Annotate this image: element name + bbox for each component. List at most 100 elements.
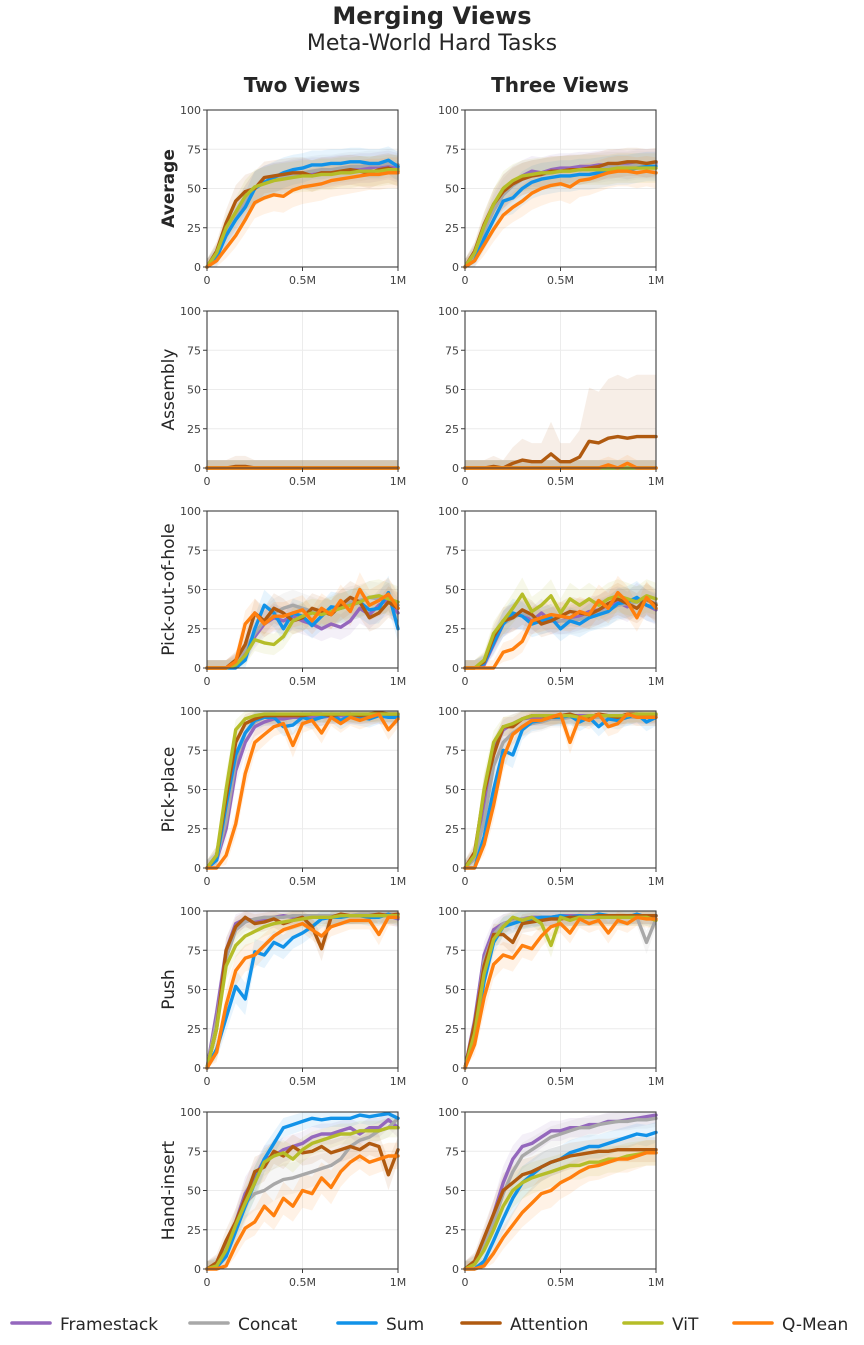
tick-label-y: 50 [187,784,201,797]
band-vit [207,460,398,468]
tick-label-x: 0 [462,1075,469,1088]
tick-label-x: 0.5M [547,1276,574,1289]
tick-label-y: 50 [187,1185,201,1198]
tick-label-y: 75 [445,344,459,357]
tick-label-y: 0 [452,662,459,675]
tick-label-x: 1M [648,1075,665,1088]
tick-label-y: 25 [187,1023,201,1036]
series-line-vit [205,1125,400,1271]
tick-label-y: 75 [445,944,459,957]
band-q-mean [207,1142,398,1269]
tick-label-y: 0 [194,462,201,475]
column-title-two-views: Two Views [244,73,361,97]
tick-label-y: 75 [445,143,459,156]
band-q-mean [207,157,398,267]
legend-item-concat: Concat [188,1315,298,1335]
tick-label-y: 50 [445,984,459,997]
tick-label-y: 100 [438,104,459,117]
tick-label-y: 0 [452,1263,459,1276]
tick-label-x: 1M [390,1276,407,1289]
band-attention [465,374,656,468]
series-line-sum [205,158,400,269]
panel-grid: 0 25 50 75 100 0 0.5M 1M Average 0 25 50 75 100 0 0.5M 1… [159,104,664,1289]
legend-item-vit: ViT [622,1315,699,1335]
legend-item-sum: Sum [336,1315,424,1335]
legend-label: Concat [238,1315,298,1335]
band-sum [465,711,656,868]
tick-label-y: 75 [187,544,201,557]
band-sum [207,146,398,267]
band-vit [465,1140,656,1269]
tick-label-y: 25 [445,1023,459,1036]
tick-label-x: 0 [204,274,211,287]
tick-label-x: 0.5M [547,274,574,287]
tick-label-x: 0.5M [289,675,316,688]
tick-label-y: 75 [445,744,459,757]
tick-label-y: 0 [194,1062,201,1075]
band-q-mean [207,711,398,868]
band-attention [207,153,398,267]
panel-push-two-views: 0 25 50 75 100 0 0.5M 1M Push [159,905,406,1088]
row-label-assembly: Assembly [159,349,179,431]
panel-average-three-views: 0 25 50 75 100 0 0.5M 1M [438,104,664,287]
series-line-concat [463,1116,658,1271]
panel-hand-insert-two-views: 0 25 50 75 100 0 0.5M 1M Hand-insert [159,1106,406,1289]
tick-label-y: 0 [194,862,201,875]
series-line-sum [205,1111,400,1271]
tick-label-x: 1M [648,1276,665,1289]
tick-label-x: 1M [390,675,407,688]
tick-label-y: 25 [445,1224,459,1237]
series-line-q-mean [205,712,400,870]
tick-label-x: 1M [390,475,407,488]
band-sum [465,1122,656,1269]
band-concat [207,460,398,468]
figure-title: Merging Views [332,2,531,30]
band-attention [465,147,656,267]
panel-pick-place-three-views: 0 25 50 75 100 0 0.5M 1M [438,705,664,888]
tick-label-x: 0 [204,675,211,688]
band-framestack [207,150,398,267]
legend-label: Framestack [60,1315,158,1335]
legend: Framestack Concat Sum Attention ViT Q-Mean [10,1315,848,1335]
band-vit [207,154,398,267]
legend-label: Attention [510,1315,588,1335]
panel-assembly-two-views: 0 25 50 75 100 0 0.5M 1M Assembly [159,305,406,488]
band-q-mean [465,911,656,1068]
tick-label-y: 100 [438,705,459,718]
panel-hand-insert-three-views: 0 25 50 75 100 0 0.5M 1M [438,1106,664,1289]
tick-label-y: 50 [445,584,459,597]
tick-label-y: 25 [187,1224,201,1237]
row-label-push: Push [159,969,179,1009]
legend-item-q-mean: Q-Mean [732,1315,848,1335]
band-framestack [465,1112,656,1269]
band-q-mean [465,156,656,267]
tick-label-y: 25 [445,222,459,235]
tick-label-x: 0 [462,675,469,688]
band-attention [207,1131,398,1269]
tick-label-y: 0 [194,1263,201,1276]
tick-label-y: 25 [187,823,201,836]
tick-label-y: 50 [445,384,459,397]
tick-label-y: 0 [194,662,201,675]
tick-label-y: 25 [187,623,201,636]
legend-label: Q-Mean [782,1315,848,1335]
tick-label-y: 100 [438,1106,459,1119]
tick-label-y: 75 [445,544,459,557]
tick-label-y: 100 [180,505,201,518]
panel-average-two-views: 0 25 50 75 100 0 0.5M 1M Average [159,104,406,287]
tick-label-x: 0.5M [289,274,316,287]
tick-label-y: 0 [452,1062,459,1075]
tick-label-y: 75 [187,944,201,957]
tick-label-y: 100 [180,905,201,918]
band-q-mean [465,1140,656,1269]
tick-label-y: 50 [445,784,459,797]
series-line-q-mean [463,169,658,269]
tick-label-x: 0 [462,274,469,287]
series-line-vit [463,1151,658,1271]
series-line-q-mean [205,171,400,269]
legend-item-attention: Attention [460,1315,588,1335]
tick-label-y: 100 [438,905,459,918]
tick-label-y: 25 [187,222,201,235]
series-line-q-mean [463,712,658,870]
band-framestack [207,460,398,468]
